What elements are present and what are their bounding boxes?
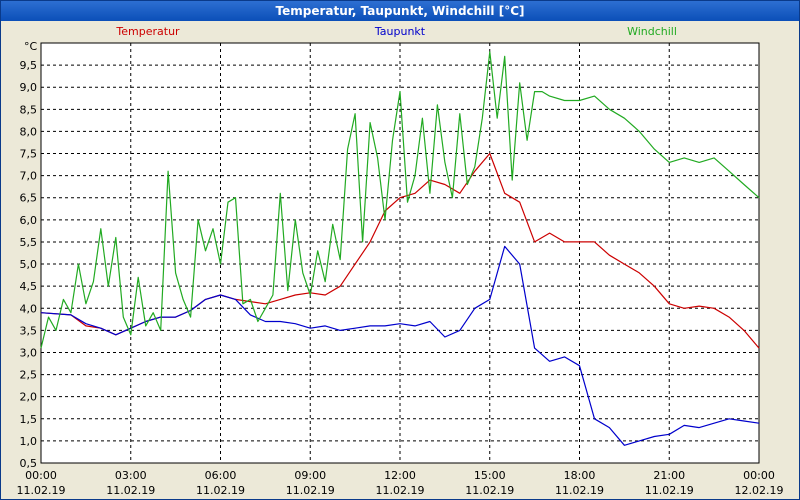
x-tick-date: 11.02.19 <box>376 484 425 497</box>
y-tick-label: 0,5 <box>20 457 38 470</box>
legend-taupunkt: Taupunkt <box>374 25 426 38</box>
x-tick-date: 11.02.19 <box>196 484 245 497</box>
x-tick-date: 11.02.19 <box>286 484 335 497</box>
y-tick-label: 3,5 <box>20 324 38 337</box>
y-tick-label: 8,5 <box>20 103 38 116</box>
y-tick-label: 2,5 <box>20 369 38 382</box>
x-tick-date: 11.02.19 <box>555 484 604 497</box>
y-tick-label: 9,5 <box>20 59 38 72</box>
series-lines <box>40 51 760 446</box>
x-tick-date: 11.02.19 <box>465 484 514 497</box>
y-tick-label: 7,0 <box>20 170 38 183</box>
y-axis-unit: °C <box>24 40 38 53</box>
y-tick-label: 4,0 <box>20 302 38 315</box>
x-tick-time: 15:00 <box>474 469 506 482</box>
y-tick-label: 9,0 <box>20 81 38 94</box>
x-tick-time: 18:00 <box>564 469 596 482</box>
legend-temperatur: Temperatur <box>115 25 180 38</box>
x-tick-date: 11.02.19 <box>645 484 694 497</box>
x-tick-time: 06:00 <box>205 469 237 482</box>
x-tick-date: 11.02.19 <box>17 484 66 497</box>
x-tick-time: 00:00 <box>743 469 775 482</box>
window-title: Temperatur, Taupunkt, Windchill [°C] <box>1 1 799 21</box>
legend-windchill: Windchill <box>627 25 677 38</box>
y-axis-ticks: 0,5 1,0 1,5 2,0 2,5 3,0 3,5 4,0 4,5 5,0 5,5 6,0 6,5 7… <box>20 59 38 470</box>
x-tick-date: 12.02.19 <box>735 484 784 497</box>
y-tick-label: 7,5 <box>20 148 38 161</box>
gridlines <box>41 43 759 464</box>
y-tick-label: 5,0 <box>20 258 38 271</box>
y-tick-label: 6,5 <box>20 192 38 205</box>
y-tick-label: 4,5 <box>20 280 38 293</box>
y-tick-label: 1,0 <box>20 435 38 448</box>
x-tick-time: 03:00 <box>115 469 147 482</box>
y-tick-label: 8,0 <box>20 125 38 138</box>
y-tick-label: 3,0 <box>20 346 38 359</box>
series-line-windchill <box>40 51 760 349</box>
x-tick-time: 21:00 <box>653 469 685 482</box>
y-tick-label: 2,0 <box>20 391 38 404</box>
series-line-taupunkt <box>40 245 760 446</box>
y-tick-label: 5,5 <box>20 236 38 249</box>
x-tick-date: 11.02.19 <box>106 484 155 497</box>
x-tick-time: 00:00 <box>25 469 57 482</box>
x-axis-ticks: 00:00 11.02.19 03:00 11.02.19 06:00 11.02.19 0… <box>17 469 784 497</box>
y-tick-label: 6,0 <box>20 214 38 227</box>
y-tick-label: 1,5 <box>20 413 38 426</box>
x-tick-time: 12:00 <box>384 469 416 482</box>
x-tick-time: 09:00 <box>294 469 326 482</box>
